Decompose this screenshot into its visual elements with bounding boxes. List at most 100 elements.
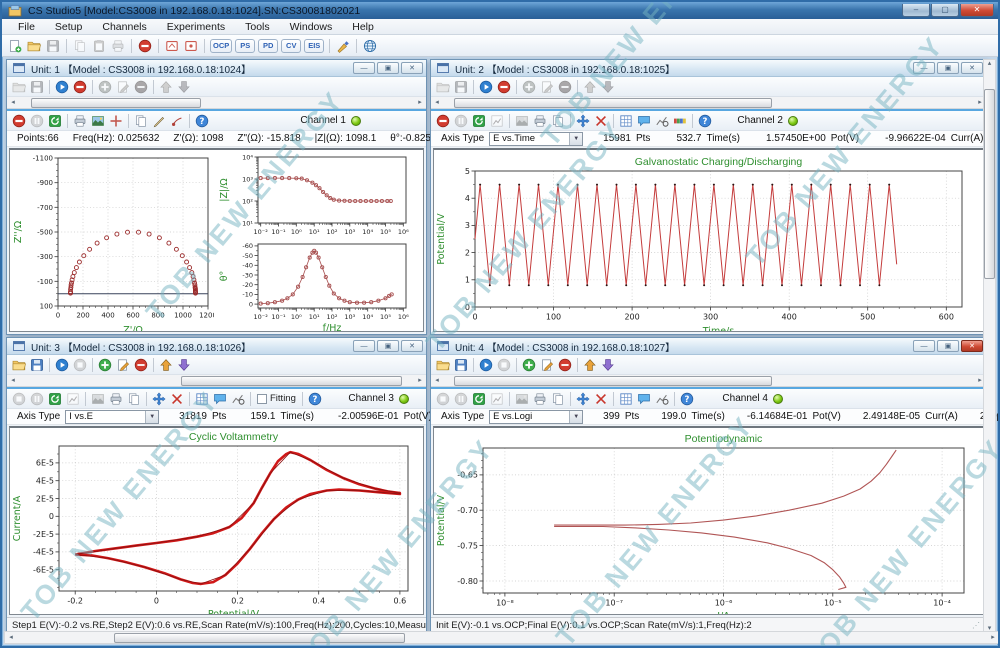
down-icon[interactable] — [175, 357, 193, 373]
brush-icon[interactable] — [334, 38, 352, 54]
print-icon[interactable] — [531, 391, 549, 407]
menu-experiments[interactable]: Experiments — [157, 19, 235, 34]
menu-tools[interactable]: Tools — [235, 19, 280, 34]
mdi-horizontal-scrollbar[interactable]: ◂ ▸ — [4, 631, 1000, 644]
redframe-icon[interactable] — [163, 38, 181, 54]
pd-technique-button[interactable]: PD — [258, 39, 278, 53]
open-icon[interactable] — [10, 357, 28, 373]
unit-restore-button[interactable]: ▣ — [377, 340, 399, 352]
menu-windows[interactable]: Windows — [280, 19, 343, 34]
up-icon[interactable] — [157, 357, 175, 373]
redcross-icon[interactable] — [168, 391, 186, 407]
movecross-icon[interactable] — [574, 113, 592, 129]
grid-icon[interactable] — [193, 391, 211, 407]
copy-icon[interactable] — [549, 113, 567, 129]
save-icon[interactable] — [28, 357, 46, 373]
zoomline-icon[interactable] — [653, 391, 671, 407]
menu-channels[interactable]: Channels — [92, 19, 156, 34]
copy-icon[interactable] — [549, 391, 567, 407]
axis-type-select[interactable]: E vs.Time▼ — [489, 132, 583, 146]
play-icon[interactable] — [477, 79, 495, 95]
unit-1-scrollbar[interactable]: ◂ ▸ — [7, 97, 426, 109]
chevron-down-icon[interactable]: ▼ — [569, 411, 582, 423]
stopsign-icon[interactable] — [71, 79, 89, 95]
axis-type-select[interactable]: I vs.E▼ — [65, 410, 159, 424]
edit-icon[interactable] — [538, 357, 556, 373]
refresh-icon[interactable] — [470, 113, 488, 129]
unit-close-button[interactable]: ✕ — [961, 62, 983, 74]
print-icon[interactable] — [107, 391, 125, 407]
unit-minimize-button[interactable]: — — [353, 62, 375, 74]
stopsign-icon[interactable] — [136, 38, 154, 54]
print-icon[interactable] — [531, 113, 549, 129]
mdi-vertical-scrollbar[interactable]: ▴ ▾ — [983, 59, 996, 633]
movecross-icon[interactable] — [150, 391, 168, 407]
unit-minimize-button[interactable]: — — [913, 340, 935, 352]
grid-icon[interactable] — [617, 391, 635, 407]
scroll-left-icon[interactable]: ◂ — [7, 377, 19, 384]
ocp-technique-button[interactable]: OCP — [210, 39, 232, 53]
unit-close-button[interactable]: ✕ — [401, 62, 423, 74]
redcross-icon[interactable] — [592, 391, 610, 407]
zoomline-icon[interactable] — [653, 113, 671, 129]
chevron-down-icon[interactable]: ▼ — [569, 133, 582, 145]
play-icon[interactable] — [53, 79, 71, 95]
pen-icon[interactable] — [150, 113, 168, 129]
refresh-icon[interactable] — [46, 391, 64, 407]
unit-close-button[interactable]: ✕ — [401, 340, 423, 352]
help-icon[interactable]: ? — [306, 391, 324, 407]
unit-3-scrollbar[interactable]: ◂ ▸ — [7, 375, 426, 387]
scroll-left-icon[interactable]: ◂ — [7, 99, 19, 106]
play-icon[interactable] — [477, 357, 495, 373]
scroll-right-icon[interactable]: ▸ — [987, 634, 999, 641]
add-icon[interactable] — [520, 357, 538, 373]
help-icon[interactable]: ? — [193, 113, 211, 129]
scroll-right-icon[interactable]: ▸ — [414, 99, 426, 106]
print-icon[interactable] — [71, 113, 89, 129]
copy-icon[interactable] — [132, 113, 150, 129]
remove-icon[interactable] — [132, 357, 150, 373]
palette-icon[interactable] — [671, 113, 689, 129]
scroll-up-icon[interactable]: ▴ — [984, 60, 996, 67]
unit-2-scrollbar[interactable]: ◂ ▸ — [431, 97, 986, 109]
redcross-icon[interactable] — [592, 113, 610, 129]
edit-icon[interactable] — [114, 357, 132, 373]
eis-technique-button[interactable]: EIS — [304, 39, 324, 53]
unit-minimize-button[interactable]: — — [913, 62, 935, 74]
maximize-button[interactable]: ▢ — [931, 4, 959, 17]
cv-technique-button[interactable]: CV — [281, 39, 301, 53]
unit-minimize-button[interactable]: — — [353, 340, 375, 352]
globe-icon[interactable] — [361, 38, 379, 54]
fitting-checkbox[interactable]: Fitting — [257, 393, 296, 404]
menu-file[interactable]: File — [8, 19, 45, 34]
scroll-right-icon[interactable]: ▸ — [414, 377, 426, 384]
chevron-down-icon[interactable]: ▼ — [145, 411, 158, 423]
stopsign-icon[interactable] — [10, 113, 28, 129]
add-icon[interactable] — [96, 357, 114, 373]
axis-type-select[interactable]: E vs.Logi▼ — [489, 410, 583, 424]
minimize-button[interactable]: – — [902, 4, 930, 17]
comment-icon[interactable] — [211, 391, 229, 407]
ps-technique-button[interactable]: PS — [235, 39, 255, 53]
play-icon[interactable] — [53, 357, 71, 373]
comment-icon[interactable] — [635, 391, 653, 407]
help-icon[interactable]: ? — [678, 391, 696, 407]
stopsign-icon[interactable] — [434, 113, 452, 129]
grid-icon[interactable] — [617, 113, 635, 129]
checkbox-icon[interactable] — [257, 394, 267, 404]
redframe2-icon[interactable] — [182, 38, 200, 54]
comment-icon[interactable] — [635, 113, 653, 129]
menu-help[interactable]: Help — [342, 19, 384, 34]
refresh-icon[interactable] — [46, 113, 64, 129]
close-button[interactable]: ✕ — [960, 4, 994, 17]
scroll-left-icon[interactable]: ◂ — [5, 634, 17, 641]
unit-close-button[interactable]: ✕ — [961, 340, 983, 352]
help-icon[interactable]: ? — [696, 113, 714, 129]
open-icon[interactable] — [25, 38, 43, 54]
newdoc-icon[interactable] — [6, 38, 24, 54]
scroll-left-icon[interactable]: ◂ — [431, 377, 443, 384]
zoomline-icon[interactable] — [229, 391, 247, 407]
copy-icon[interactable] — [125, 391, 143, 407]
scroll-left-icon[interactable]: ◂ — [431, 99, 443, 106]
stopsign-icon[interactable] — [495, 79, 513, 95]
